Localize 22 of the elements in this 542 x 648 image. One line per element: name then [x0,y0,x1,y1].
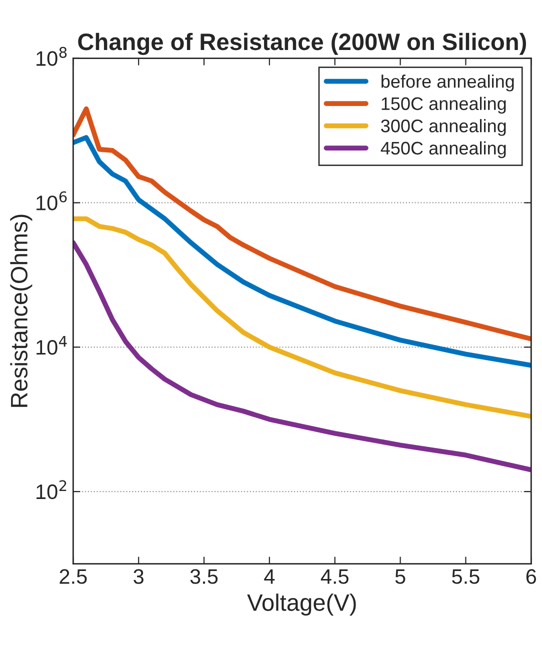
chart-title: Change of Resistance (200W on Silicon) [78,32,526,55]
y-tick-label: 10$^{4}$ [36,336,67,355]
y-tick-label: 10$^{8}$ [36,46,67,66]
line-series [73,135,532,368]
y-tick-label: 10$^{2}$ [36,480,66,500]
x-tick-label: 3 [134,569,144,584]
x-tick-label: 5.5 [452,569,480,584]
x-tick-label: 3.5 [190,569,218,584]
x-tick-label: 5 [395,569,406,584]
y-tick-label: 10$^{6}$ [36,191,67,210]
x-tick-label: 4 [264,569,275,584]
legend-label: 300C annealing [381,119,506,136]
legend-label: 450C annealing [380,141,506,158]
legend-label: 150C annealing [382,96,506,114]
legend-label: before annealing [382,74,514,92]
line-series [73,240,532,472]
line-series [73,216,532,419]
x-tick-label: 4.5 [320,569,348,584]
x-tick-label: 2.5 [60,569,87,584]
y-axis-title: Resistance(Ohms) [10,214,32,407]
x-tick-label: 6 [526,569,536,584]
x-axis-title: Voltage(V) [247,594,356,616]
